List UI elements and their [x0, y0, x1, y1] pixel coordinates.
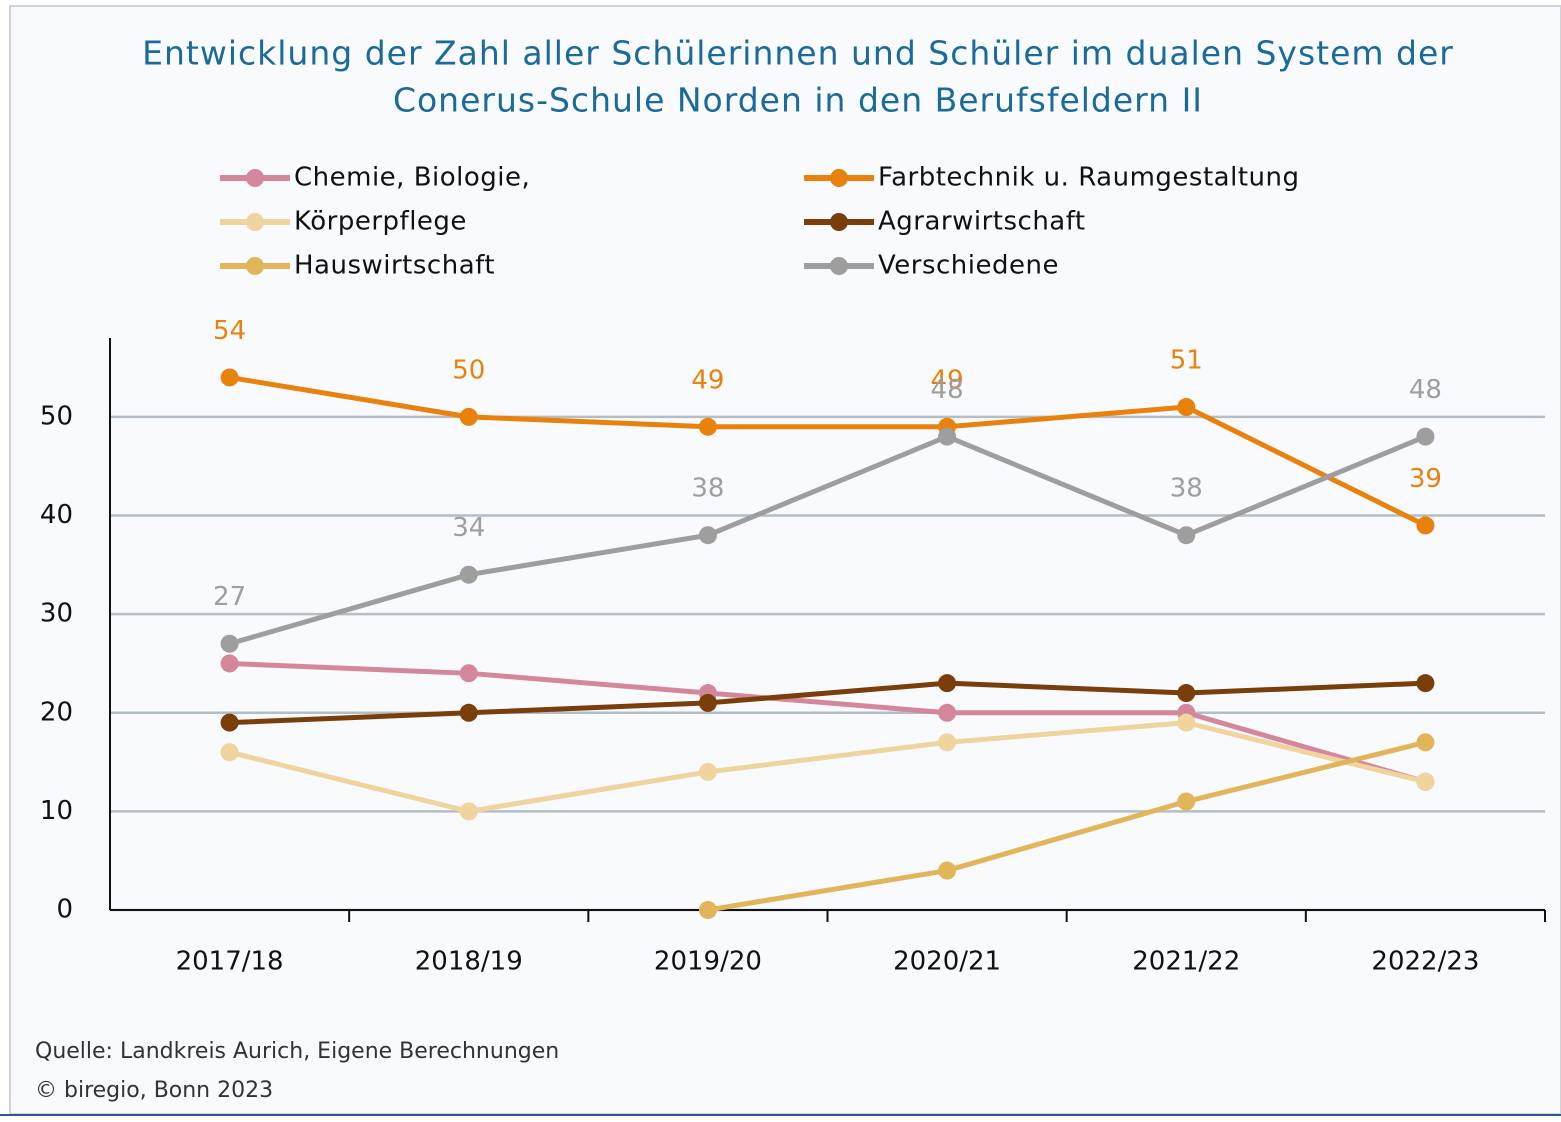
data-point: [1416, 516, 1435, 535]
data-point: [698, 901, 717, 919]
data-point: [938, 861, 957, 880]
data-point: [1416, 674, 1435, 693]
data-point: [1416, 427, 1435, 446]
data-point: [459, 703, 478, 722]
data-label: 39: [1409, 464, 1442, 494]
data-point: [1177, 684, 1196, 703]
data-label: 54: [213, 316, 246, 346]
chart-frame: [9, 5, 1561, 1115]
data-label: 38: [1170, 474, 1203, 504]
source-note: Quelle: Landkreis Aurich, Eigene Berechn…: [35, 1039, 559, 1064]
data-point: [1177, 398, 1196, 417]
x-tick-label: 2019/20: [654, 947, 762, 977]
data-label: 49: [931, 365, 964, 395]
legend-marker: [830, 257, 848, 275]
data-point: [220, 713, 239, 732]
legend-label: Chemie, Biologie,: [294, 163, 530, 193]
chart-title: Entwicklung der Zahl aller Schülerinnen …: [142, 34, 1454, 73]
data-label: 34: [452, 513, 485, 543]
data-point: [938, 427, 957, 446]
legend-marker: [830, 213, 848, 231]
data-label: 38: [691, 474, 724, 504]
data-label: 48: [931, 375, 964, 405]
data-point: [1177, 792, 1196, 811]
data-label: 27: [213, 582, 246, 612]
x-tick-label: 2018/19: [415, 947, 523, 977]
data-point: [938, 674, 957, 693]
data-point: [459, 802, 478, 821]
legend-label: Verschiedene: [878, 251, 1059, 281]
data-point: [698, 526, 717, 545]
legend-label: Hauswirtschaft: [294, 251, 495, 281]
y-tick-label: 50: [40, 401, 73, 431]
data-point: [938, 703, 957, 722]
data-label: 49: [691, 365, 724, 395]
data-point: [1416, 733, 1435, 752]
y-tick-label: 40: [40, 500, 73, 530]
data-point: [1416, 772, 1435, 791]
series-line: [707, 739, 1427, 913]
y-tick-label: 20: [40, 697, 73, 727]
data-point: [1177, 526, 1196, 545]
y-tick-label: 30: [40, 599, 73, 629]
legend-label: Farbtechnik u. Raumgestaltung: [878, 163, 1299, 193]
data-point: [220, 654, 239, 673]
x-tick-label: 2021/22: [1132, 947, 1240, 977]
x-tick-label: 2020/21: [893, 947, 1001, 977]
series-line: [229, 680, 1426, 726]
data-label: 50: [452, 355, 485, 385]
data-point: [220, 743, 239, 762]
legend-marker: [246, 257, 264, 275]
data-point: [459, 407, 478, 426]
data-point: [698, 693, 717, 712]
y-tick-label: 10: [40, 796, 73, 826]
data-point: [698, 417, 717, 436]
data-label: 51: [1170, 346, 1203, 376]
copyright-note: © biregio, Bonn 2023: [35, 1078, 273, 1103]
data-point: [938, 733, 957, 752]
data-point: [220, 634, 239, 653]
series-line: [229, 374, 1427, 528]
data-point: [459, 664, 478, 683]
legend-marker: [246, 169, 264, 187]
data-label: 48: [1409, 375, 1442, 405]
legend-label: Agrarwirtschaft: [878, 207, 1086, 237]
series-line: [228, 434, 1427, 647]
data-point: [459, 565, 478, 584]
legend-marker: [246, 213, 264, 231]
data-point: [220, 368, 239, 387]
y-tick-label: 0: [56, 895, 73, 925]
chart-title: Conerus-Schule Norden in den Berufsfelde…: [393, 81, 1203, 120]
data-point: [1177, 713, 1196, 732]
x-tick-label: 2017/18: [176, 947, 284, 977]
series-line: [229, 660, 1427, 785]
legend-label: Körperpflege: [294, 207, 467, 237]
series-line: [228, 720, 1427, 814]
data-point: [698, 762, 717, 781]
x-tick-label: 2022/23: [1371, 947, 1479, 977]
legend-marker: [830, 169, 848, 187]
